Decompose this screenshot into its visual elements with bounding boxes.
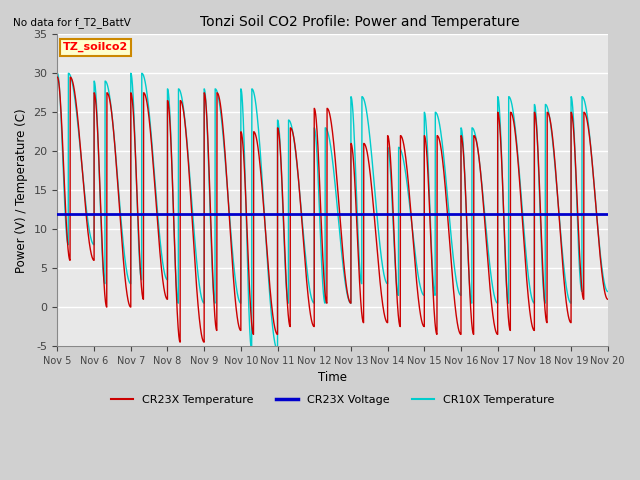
CR23X Voltage: [315, 211, 323, 216]
CR10X Temperature: [534, 144, 541, 150]
CR10X Temperature: [248, 347, 255, 353]
CR23X Temperature: [54, 74, 61, 80]
CR10X Temperature: [116, 208, 124, 214]
CR23X Temperature: [265, 270, 273, 276]
Line: CR10X Temperature: CR10X Temperature: [58, 73, 608, 350]
CR10X Temperature: [604, 288, 612, 294]
Y-axis label: Power (V) / Temperature (C): Power (V) / Temperature (C): [15, 108, 28, 273]
CR10X Temperature: [289, 127, 296, 133]
CR23X Voltage: [351, 211, 359, 216]
CR23X Temperature: [604, 297, 612, 302]
CR23X Voltage: [505, 211, 513, 216]
CR23X Temperature: [289, 129, 296, 134]
Text: TZ_soilco2: TZ_soilco2: [63, 42, 128, 52]
CR23X Temperature: [534, 143, 541, 148]
CR10X Temperature: [54, 71, 61, 76]
CR10X Temperature: [149, 152, 157, 157]
CR23X Voltage: [318, 211, 326, 216]
CR10X Temperature: [593, 216, 601, 222]
CR10X Temperature: [265, 277, 273, 283]
X-axis label: Time: Time: [318, 372, 347, 384]
CR23X Voltage: [54, 211, 61, 216]
CR23X Temperature: [593, 217, 601, 223]
Line: CR23X Temperature: CR23X Temperature: [58, 77, 608, 342]
CR23X Temperature: [149, 157, 157, 163]
Title: Tonzi Soil CO2 Profile: Power and Temperature: Tonzi Soil CO2 Profile: Power and Temper…: [200, 15, 520, 29]
CR23X Voltage: [381, 211, 389, 216]
Text: No data for f_T2_BattV: No data for f_T2_BattV: [13, 17, 131, 28]
CR23X Voltage: [604, 211, 612, 216]
Legend: CR23X Temperature, CR23X Voltage, CR10X Temperature: CR23X Temperature, CR23X Voltage, CR10X …: [106, 390, 559, 409]
CR23X Voltage: [591, 211, 598, 216]
CR23X Temperature: [116, 216, 124, 222]
CR23X Temperature: [176, 339, 184, 345]
